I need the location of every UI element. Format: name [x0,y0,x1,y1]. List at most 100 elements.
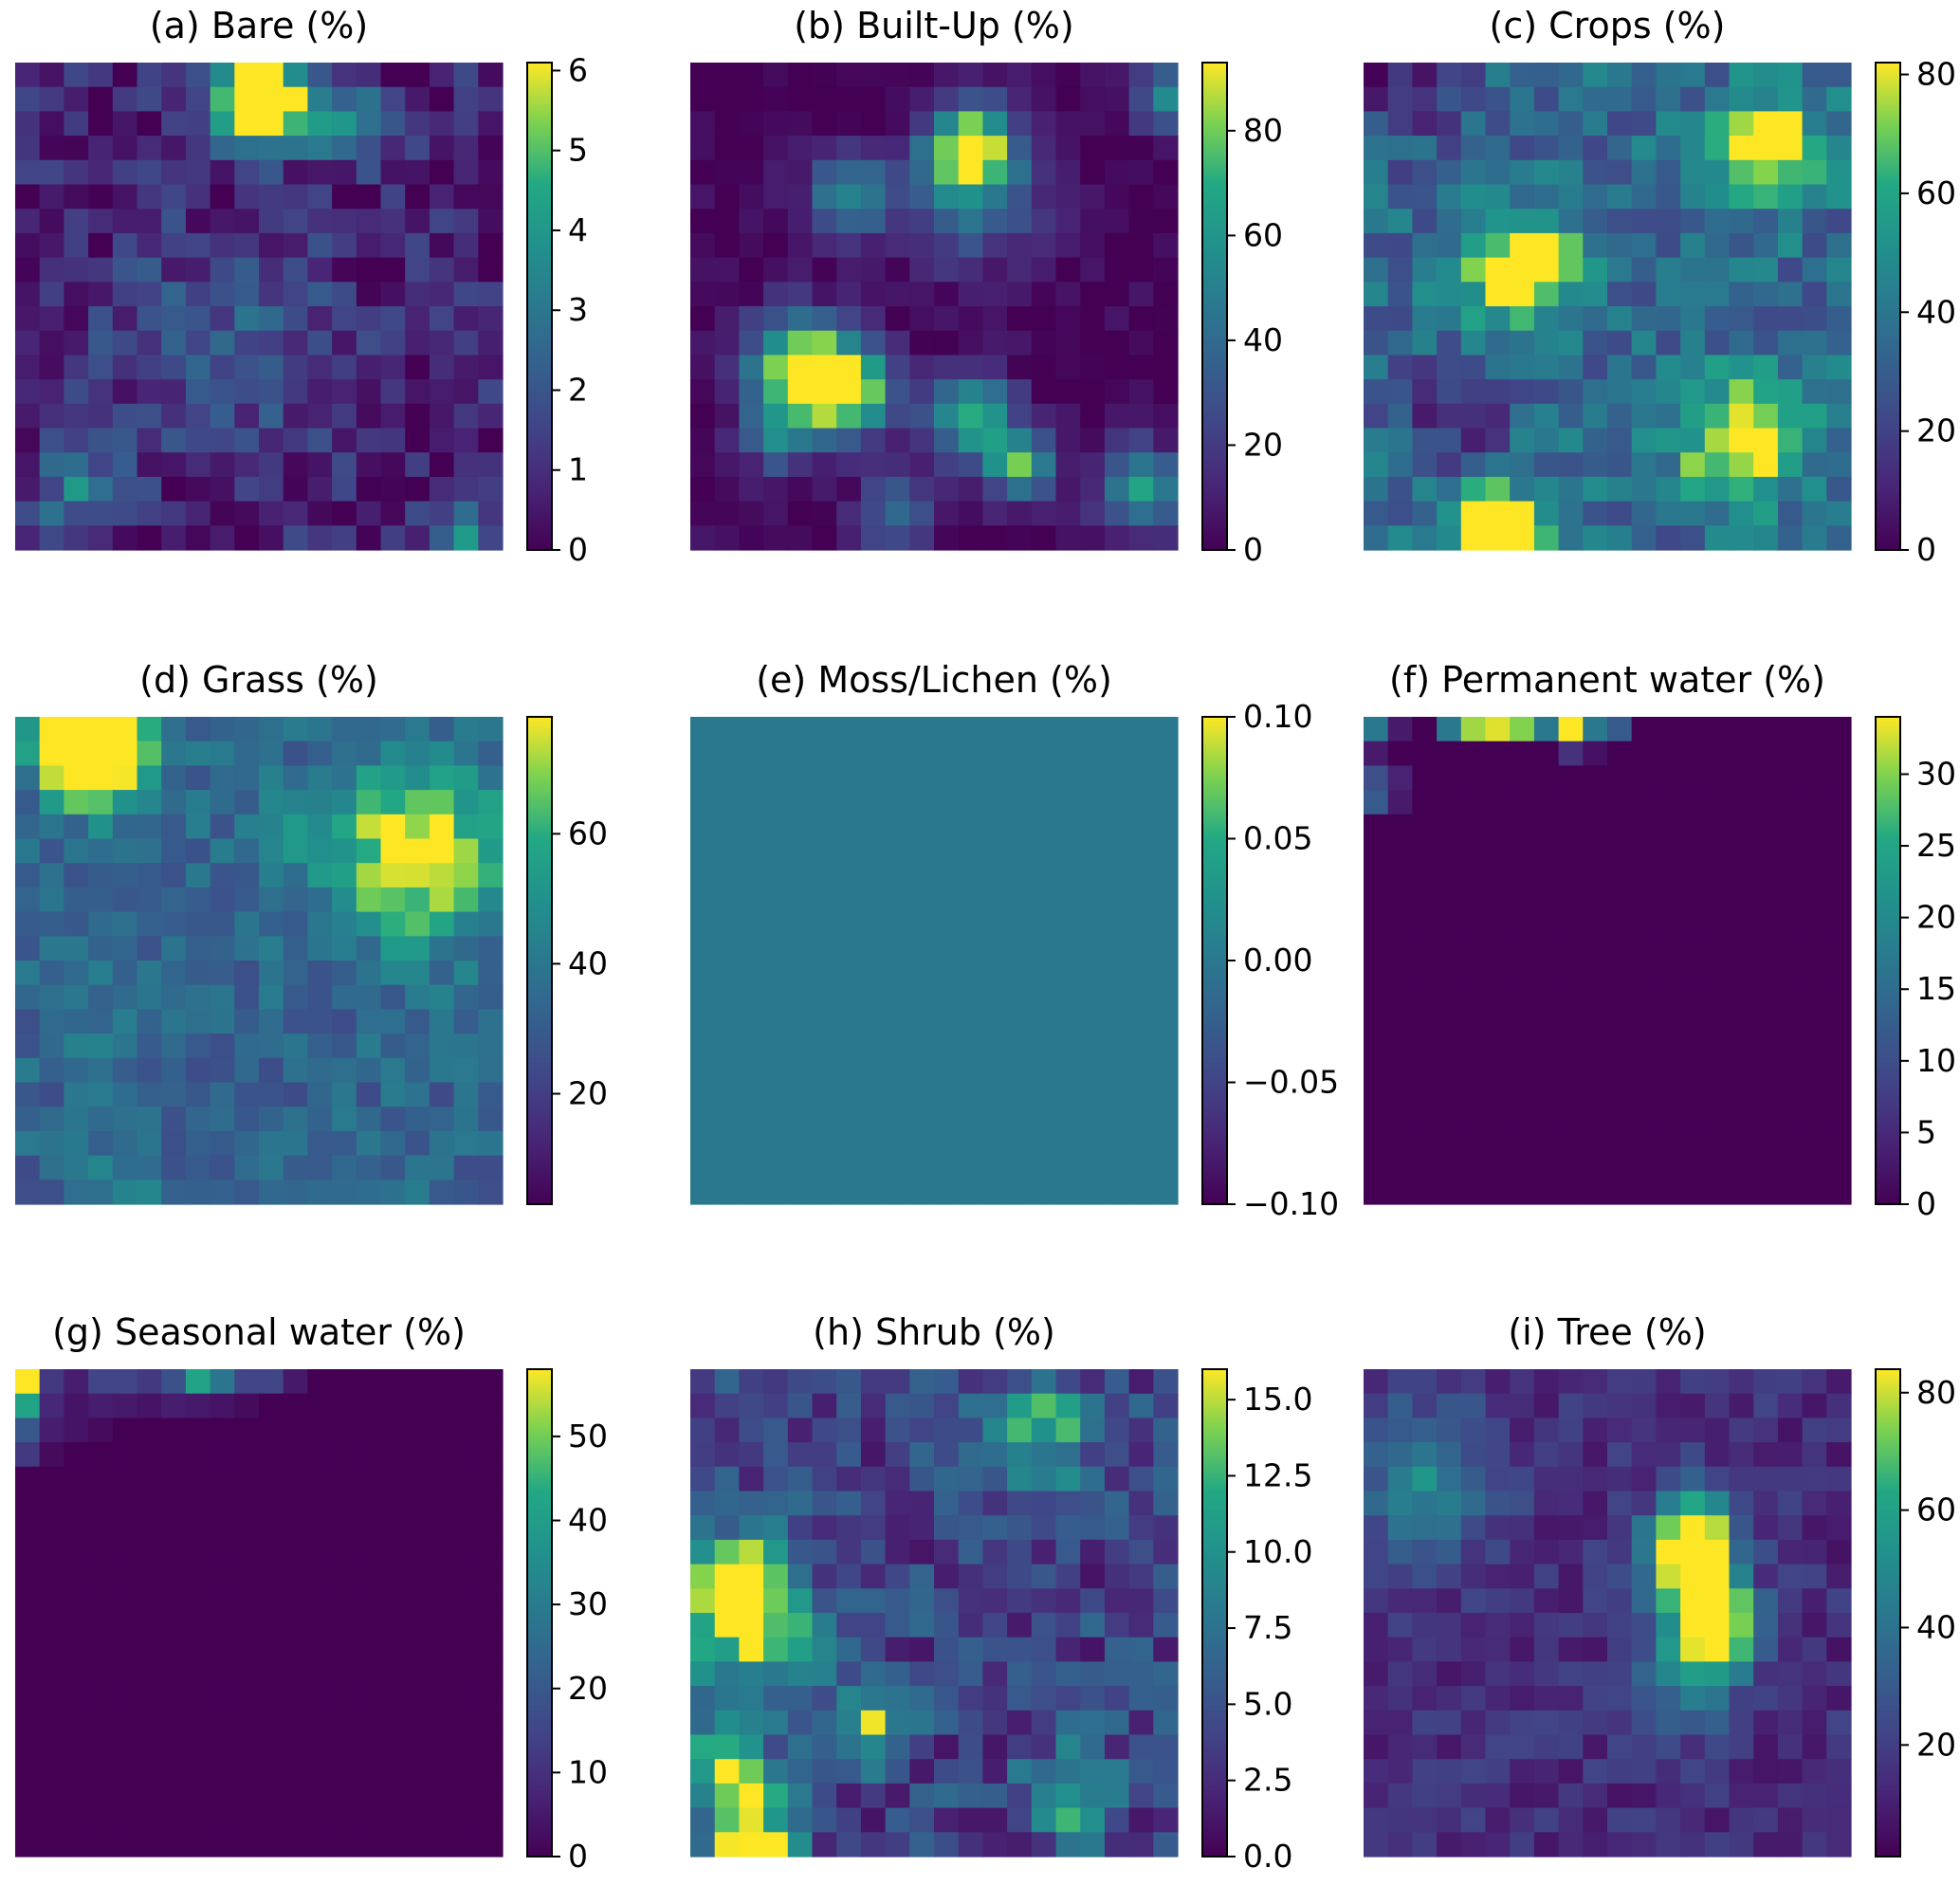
heatmap-cell [1055,1130,1081,1157]
heatmap-cell [64,911,89,937]
heatmap-cell [259,1588,284,1614]
heatmap-cell [787,501,814,526]
heatmap-cell [161,1832,187,1858]
heatmap-cell [478,355,504,380]
heatmap-cell [15,1009,41,1034]
heatmap-cell [1583,936,1608,961]
heatmap-cell [958,961,983,986]
heatmap-cell [453,1539,479,1565]
heatmap-cell [1031,355,1057,380]
heatmap-cell [1364,63,1389,88]
heatmap-cell [259,1783,284,1809]
heatmap-cell [934,1710,960,1736]
heatmap-cell [1753,1637,1779,1662]
heatmap-cell [137,86,162,112]
heatmap-cell [1510,1491,1535,1516]
heatmap-cell [787,330,814,356]
heatmap-cell [307,525,333,551]
heatmap-cell [112,1564,138,1589]
heatmap-cell [1656,911,1681,937]
heatmap-cell [380,184,406,210]
heatmap-cell [307,1564,333,1589]
heatmap-cell [380,1082,406,1107]
heatmap-cell [453,184,479,210]
heatmap-cell [137,765,162,791]
heatmap-cell [380,1832,406,1858]
heatmap-cell [1558,209,1584,234]
heatmap-cell [1704,1539,1731,1565]
heatmap-cell [934,1034,960,1059]
heatmap-cell [1055,790,1081,815]
heatmap-cell [1826,501,1852,526]
heatmap-cell [39,717,64,742]
heatmap-cell [1007,911,1033,937]
heatmap-cell [958,1130,983,1157]
heatmap-cell [714,1442,740,1468]
heatmap-cell [958,1710,983,1736]
heatmap-cell [1460,1807,1487,1833]
heatmap-cell [332,136,357,161]
heatmap-cell [1656,1539,1681,1565]
heatmap-cell [137,355,162,380]
heatmap-cell [739,476,764,503]
heatmap-cell [1128,1832,1154,1858]
heatmap-cell [836,63,862,88]
heatmap-cell [1080,838,1106,864]
heatmap-cell [1704,1155,1731,1180]
heatmap-cell [1704,1832,1731,1858]
heatmap-cell [307,863,333,888]
heatmap-cell [885,1807,910,1833]
heatmap-cell [234,911,260,937]
heatmap-cell [1583,355,1608,380]
heatmap-cell [1031,1057,1057,1084]
heatmap-cell [64,1832,89,1858]
heatmap-cell [860,1686,887,1711]
heatmap-cell [1387,1082,1413,1107]
heatmap-cell [739,1734,764,1760]
heatmap-cell [283,476,308,503]
heatmap-cell [714,1783,740,1809]
heatmap-cell [478,452,504,478]
heatmap-cell [259,403,284,430]
heatmap-cell [1802,838,1827,864]
heatmap-cell [1510,330,1535,356]
heatmap-cell [1485,1393,1511,1418]
heatmap-cell [88,1613,114,1638]
heatmap-cell [380,136,406,161]
heatmap-cell [1437,1418,1462,1443]
heatmap-cell [259,136,284,161]
heatmap-cell [478,1057,504,1084]
heatmap-cell [982,1832,1008,1858]
heatmap-cell [934,765,960,791]
heatmap-cell [1437,790,1462,815]
heatmap-cell [1558,1393,1584,1418]
heatmap-cell [934,1393,960,1418]
heatmap-cell [161,814,187,840]
heatmap-cell [1485,232,1511,259]
heatmap-cell [1533,111,1560,137]
heatmap-cell [763,1082,789,1107]
heatmap-cell [1558,232,1584,259]
heatmap-cell [259,86,284,112]
heatmap-cell [1387,330,1413,356]
heatmap-cell [1485,1759,1511,1784]
heatmap-cell [1104,209,1130,234]
heatmap-cell [787,306,814,332]
heatmap-cell [453,403,479,430]
heatmap-cell [1704,717,1731,742]
heatmap-cell [1558,355,1584,380]
heatmap-cell [982,1057,1008,1084]
heatmap-cell [860,330,887,356]
heatmap-cell [982,501,1008,526]
heatmap-cell [478,1155,504,1180]
heatmap-cell [1437,111,1462,137]
heatmap-cell [1704,814,1731,840]
heatmap-cell [1437,86,1462,112]
heatmap-cell [380,814,406,840]
heatmap-cell [356,86,382,112]
heatmap-cell [112,1491,138,1516]
heatmap-cell [1680,355,1706,380]
heatmap-cell [836,911,862,937]
heatmap-cell [1104,1539,1130,1565]
heatmap-cell [860,863,887,888]
